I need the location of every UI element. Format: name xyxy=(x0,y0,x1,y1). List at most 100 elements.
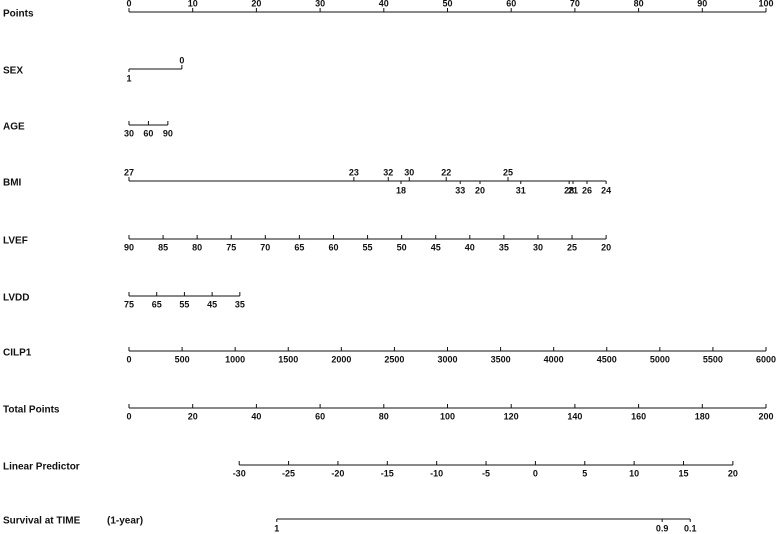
tick-label: 20 xyxy=(601,242,611,252)
tick-label: 80 xyxy=(192,242,202,252)
row-label: Total Points xyxy=(3,405,60,416)
tick-label: 60 xyxy=(143,128,153,138)
row-label: Survival at TIME xyxy=(3,516,81,527)
tick-label: 1500 xyxy=(278,354,298,364)
tick-label: 1 xyxy=(126,73,131,83)
tick-label: 65 xyxy=(152,299,162,309)
tick-label: 30 xyxy=(124,128,134,138)
tick-label: 24 xyxy=(601,185,611,195)
tick-label: 22 xyxy=(441,167,451,177)
row-label: Points xyxy=(3,9,34,20)
tick-label: 21 xyxy=(568,185,578,195)
tick-label: 100 xyxy=(758,0,773,8)
tick-label: 140 xyxy=(567,411,582,421)
tick-label: 25 xyxy=(567,242,577,252)
tick-label: 50 xyxy=(397,242,407,252)
row-note: (1-year) xyxy=(107,516,143,527)
row-label: AGE xyxy=(3,122,25,133)
tick-label: 5500 xyxy=(703,354,723,364)
tick-label: 60 xyxy=(328,242,338,252)
tick-label: 0 xyxy=(179,55,184,65)
tick-label: 20 xyxy=(728,468,738,478)
row-label: BMI xyxy=(3,178,22,189)
tick-label: 45 xyxy=(207,299,217,309)
tick-label: -30 xyxy=(233,468,246,478)
tick-label: 15 xyxy=(679,468,689,478)
tick-label: 31 xyxy=(516,185,526,195)
tick-label: 30 xyxy=(533,242,543,252)
tick-label: 55 xyxy=(179,299,189,309)
tick-label: 1 xyxy=(274,523,279,533)
tick-label: 20 xyxy=(188,411,198,421)
tick-label: 5 xyxy=(582,468,587,478)
tick-label: 200 xyxy=(758,411,773,421)
tick-label: 55 xyxy=(363,242,373,252)
tick-label: 20 xyxy=(251,0,261,8)
tick-label: -15 xyxy=(381,468,394,478)
tick-label: 10 xyxy=(188,0,198,8)
row-label: LVDD xyxy=(3,293,29,304)
tick-label: 120 xyxy=(504,411,519,421)
tick-label: 90 xyxy=(163,128,173,138)
tick-label: 28 xyxy=(564,185,574,195)
tick-label: -25 xyxy=(282,468,295,478)
row-label: SEX xyxy=(3,66,23,77)
tick-label: 40 xyxy=(465,242,475,252)
tick-label: 75 xyxy=(124,299,134,309)
tick-label: 0 xyxy=(126,0,131,8)
tick-label: 30 xyxy=(404,167,414,177)
tick-label: 26 xyxy=(582,185,592,195)
tick-label: 6000 xyxy=(756,354,776,364)
tick-label: 3000 xyxy=(437,354,457,364)
tick-label: 500 xyxy=(175,354,190,364)
tick-label: 70 xyxy=(260,242,270,252)
tick-label: 90 xyxy=(124,242,134,252)
tick-label: -20 xyxy=(331,468,344,478)
tick-label: 85 xyxy=(158,242,168,252)
tick-label: -5 xyxy=(482,468,490,478)
row-label: LVEF xyxy=(3,236,28,247)
tick-label: 100 xyxy=(440,411,455,421)
row-label: CILP1 xyxy=(3,348,32,359)
tick-label: 2500 xyxy=(384,354,404,364)
tick-label: 35 xyxy=(499,242,509,252)
tick-label: 30 xyxy=(315,0,325,8)
tick-label: 0 xyxy=(126,411,131,421)
tick-label: 65 xyxy=(294,242,304,252)
tick-label: 3500 xyxy=(491,354,511,364)
tick-label: 180 xyxy=(695,411,710,421)
tick-label: 160 xyxy=(631,411,646,421)
tick-label: 60 xyxy=(315,411,325,421)
tick-label: 50 xyxy=(442,0,452,8)
tick-label: 0.9 xyxy=(656,523,669,533)
row-label: Linear Predictor xyxy=(3,462,80,473)
tick-label: 27 xyxy=(124,167,134,177)
tick-label: 75 xyxy=(226,242,236,252)
tick-label: 23 xyxy=(349,167,359,177)
tick-label: 20 xyxy=(475,185,485,195)
tick-label: 10 xyxy=(629,468,639,478)
tick-label: -10 xyxy=(430,468,443,478)
tick-label: 5000 xyxy=(650,354,670,364)
tick-label: 4000 xyxy=(544,354,564,364)
tick-label: 80 xyxy=(634,0,644,8)
tick-label: 35 xyxy=(235,299,245,309)
tick-label: 90 xyxy=(697,0,707,8)
tick-label: 80 xyxy=(379,411,389,421)
tick-label: 18 xyxy=(396,185,406,195)
tick-label: 45 xyxy=(431,242,441,252)
tick-label: 40 xyxy=(251,411,261,421)
tick-label: 0 xyxy=(126,354,131,364)
tick-label: 60 xyxy=(506,0,516,8)
tick-label: 2000 xyxy=(331,354,351,364)
tick-label: 70 xyxy=(570,0,580,8)
tick-label: 40 xyxy=(379,0,389,8)
tick-label: 32 xyxy=(383,167,393,177)
tick-label: 4500 xyxy=(597,354,617,364)
tick-label: 1000 xyxy=(225,354,245,364)
tick-label: 0 xyxy=(533,468,538,478)
tick-label: 33 xyxy=(455,185,465,195)
tick-label: 0.1 xyxy=(684,523,697,533)
tick-label: 25 xyxy=(503,167,513,177)
